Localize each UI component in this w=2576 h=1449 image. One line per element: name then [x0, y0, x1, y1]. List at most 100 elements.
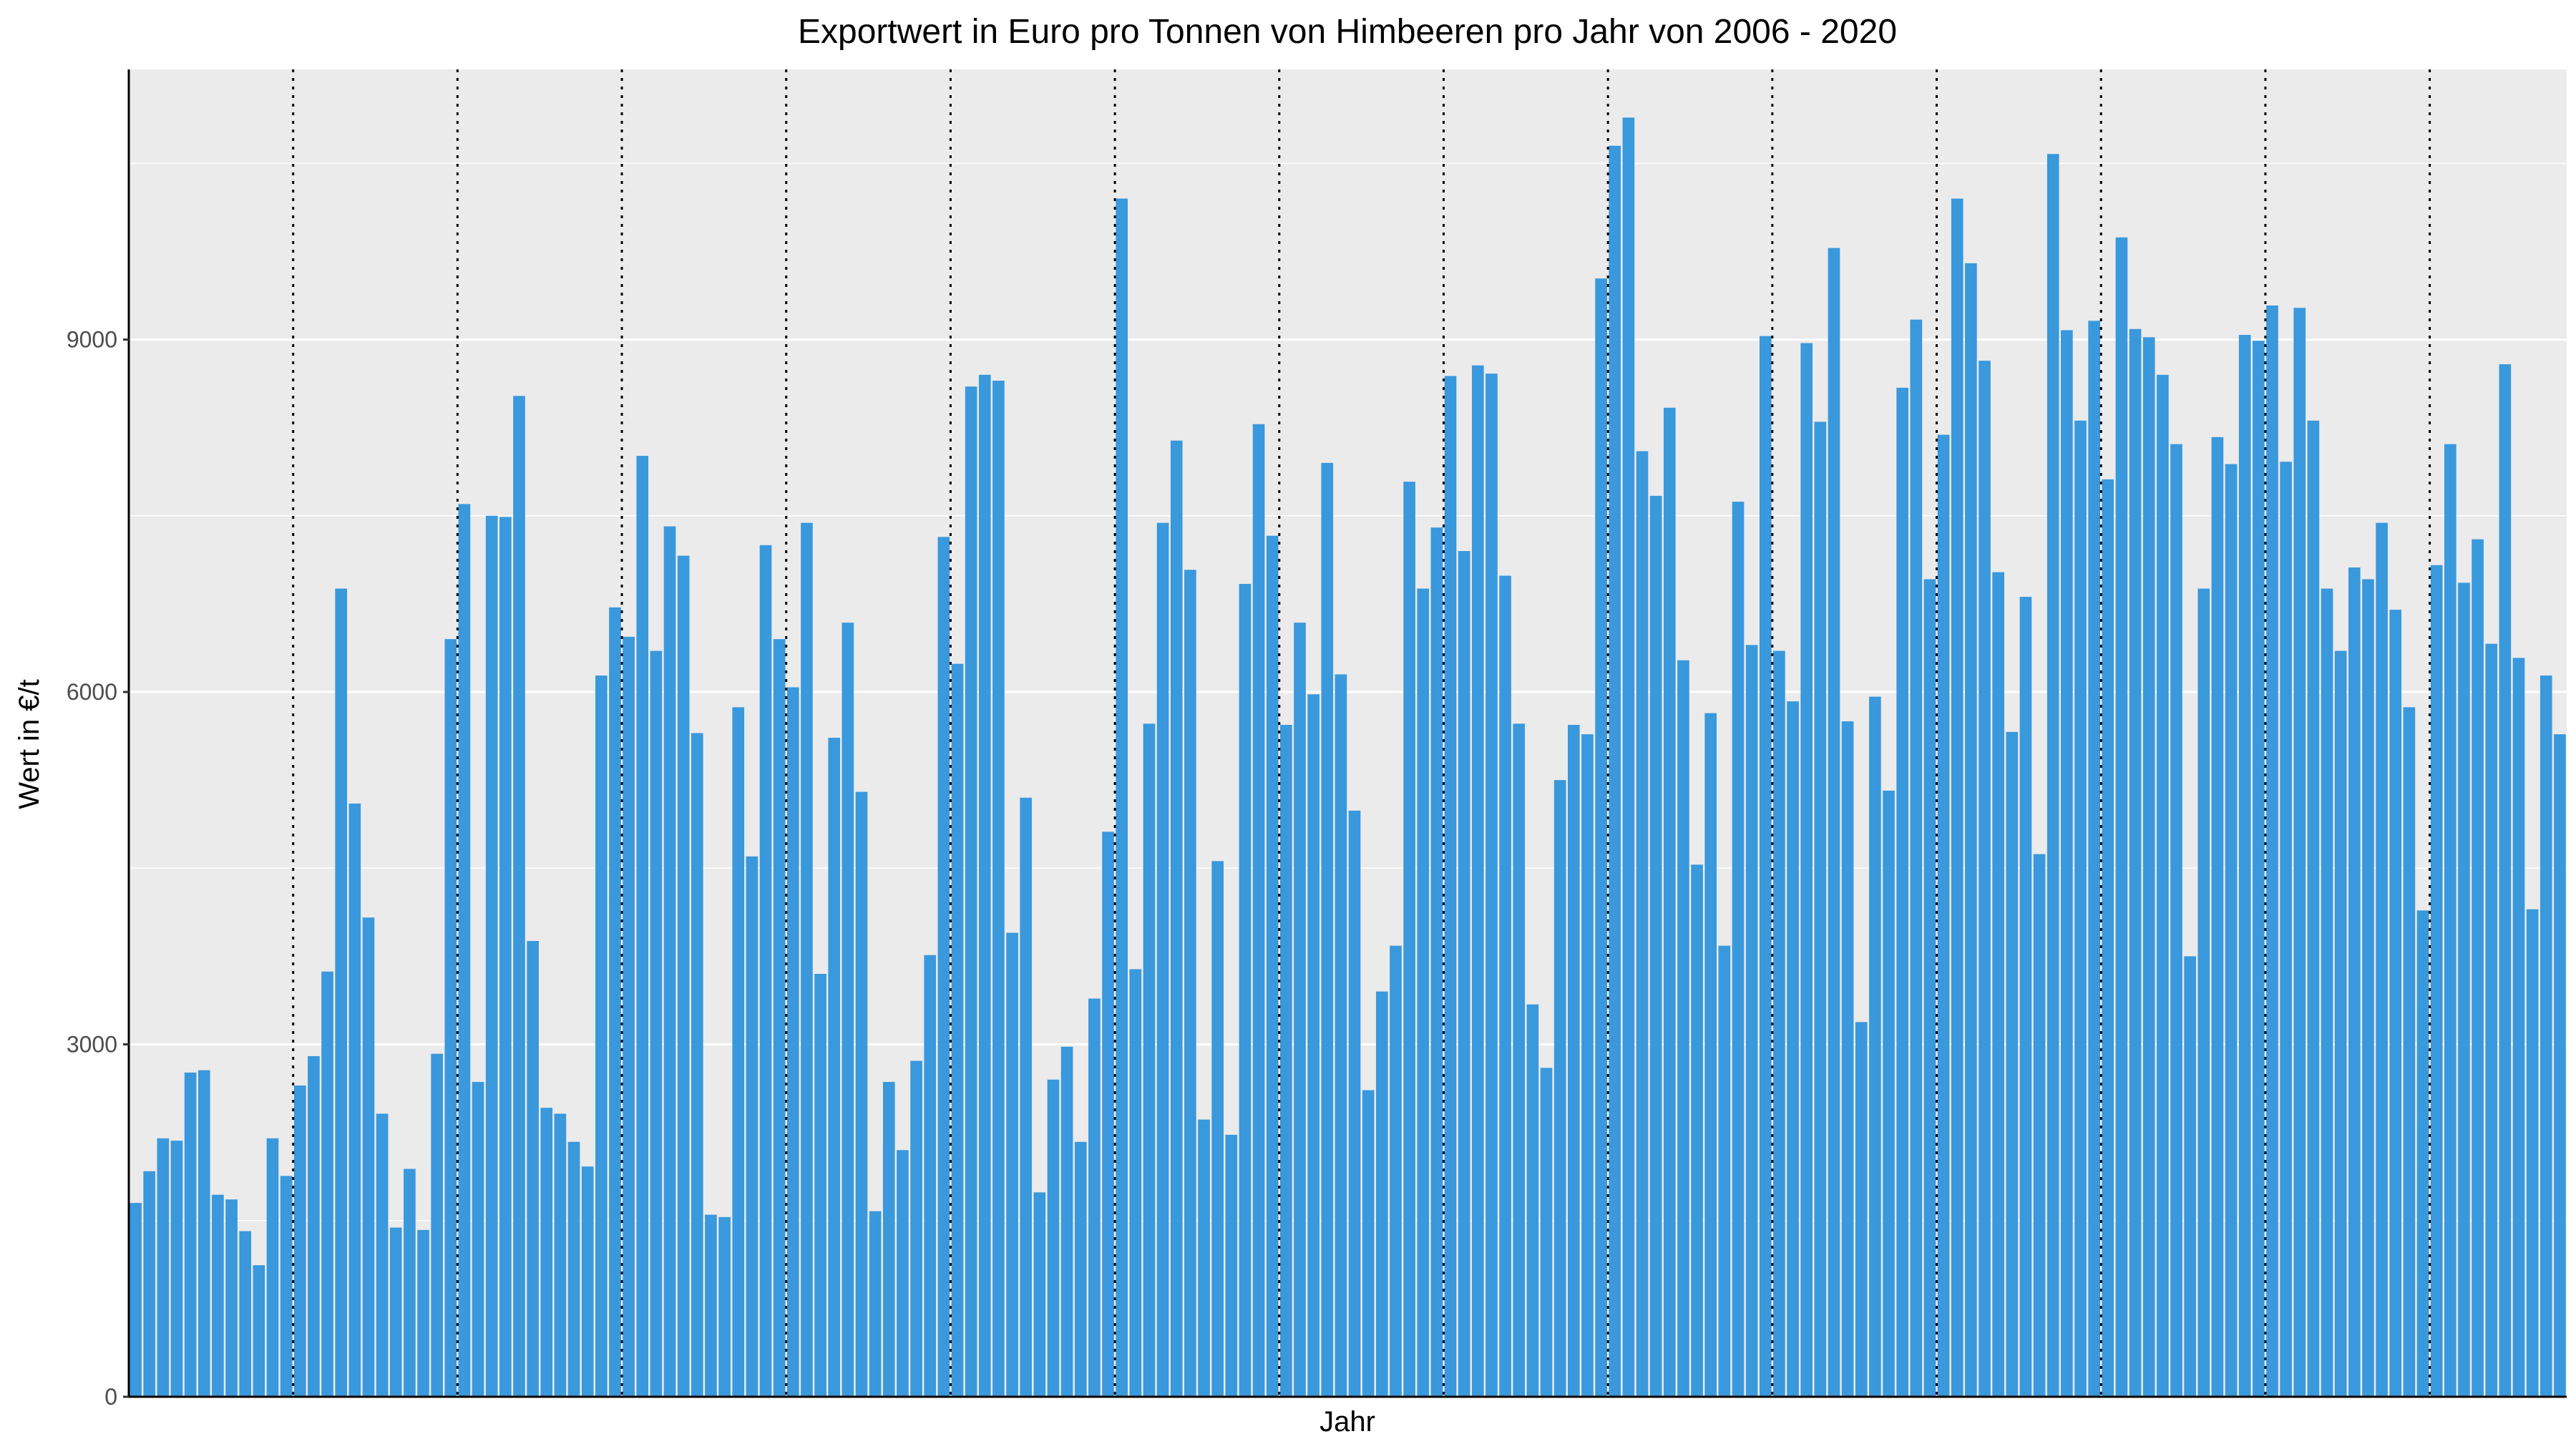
bar	[2006, 731, 2019, 1397]
bar	[897, 1150, 909, 1397]
bar	[1937, 434, 1950, 1397]
bar	[2033, 854, 2046, 1397]
bar	[2362, 579, 2374, 1397]
bar	[1170, 440, 1183, 1397]
bar	[1910, 319, 1923, 1397]
bar	[2184, 956, 2196, 1397]
bar	[2403, 707, 2416, 1397]
bar	[1609, 145, 1621, 1397]
bar	[1841, 721, 1854, 1397]
bar	[1896, 387, 1909, 1397]
bar	[1581, 734, 1594, 1397]
bar	[1951, 198, 1963, 1397]
bar	[1403, 482, 1415, 1397]
bar	[2046, 154, 2059, 1397]
bar	[2019, 597, 2032, 1397]
bar	[2074, 420, 2087, 1397]
bar	[650, 650, 663, 1397]
bar	[746, 856, 758, 1397]
bar	[1485, 374, 1498, 1397]
bar	[2472, 539, 2484, 1397]
bar	[239, 1231, 252, 1397]
bar	[444, 639, 457, 1397]
bar	[855, 791, 868, 1397]
bar	[841, 623, 854, 1397]
bar	[1568, 725, 1580, 1397]
bar	[404, 1169, 416, 1397]
bar	[293, 1085, 306, 1397]
y-axis-label: Wert in €/t	[14, 679, 45, 809]
bar	[2170, 444, 2182, 1397]
bar	[1458, 551, 1470, 1397]
bar	[992, 381, 1005, 1397]
bar	[143, 1171, 156, 1397]
bar	[527, 941, 539, 1397]
bar	[1033, 1192, 1046, 1397]
bar	[937, 537, 950, 1397]
year-separators	[292, 69, 2431, 1397]
bar	[266, 1138, 279, 1397]
bar	[882, 1082, 895, 1397]
bar	[212, 1194, 224, 1397]
bar	[376, 1113, 389, 1397]
bar	[1156, 522, 1169, 1397]
bar	[1595, 278, 1607, 1397]
bar	[1923, 579, 1936, 1397]
bar	[348, 804, 361, 1397]
bar	[1444, 376, 1457, 1397]
bar	[2526, 909, 2539, 1397]
bar	[1006, 932, 1018, 1397]
bar	[1526, 1004, 1539, 1397]
bar	[1417, 588, 1430, 1397]
bar	[2115, 237, 2128, 1397]
bar	[581, 1166, 594, 1397]
bar	[1499, 575, 1511, 1397]
bar	[1800, 343, 1813, 1397]
bar	[2348, 567, 2361, 1397]
bar	[567, 1141, 580, 1397]
bar	[1088, 998, 1101, 1397]
bar	[718, 1216, 731, 1397]
bar	[1184, 570, 1196, 1397]
bar	[540, 1108, 553, 1397]
bar	[1965, 263, 1977, 1397]
bar	[280, 1176, 293, 1397]
bar	[677, 555, 690, 1397]
x-axis-label: Jahr	[1319, 1406, 1375, 1438]
bar	[2499, 364, 2512, 1397]
y-tick-label: 3000	[67, 1032, 117, 1058]
bar	[458, 504, 471, 1397]
bar	[362, 917, 375, 1397]
bar	[1773, 650, 1785, 1397]
bar	[253, 1265, 265, 1397]
bar	[2061, 330, 2073, 1397]
bar	[2540, 675, 2552, 1397]
bar	[1239, 584, 1252, 1397]
bar	[1390, 945, 1402, 1397]
bar	[1814, 421, 1827, 1397]
bar	[472, 1082, 484, 1397]
bar	[1704, 713, 1717, 1397]
bar	[1472, 365, 1484, 1397]
bar	[2197, 588, 2210, 1397]
bar	[1307, 694, 1319, 1397]
bar	[1677, 660, 1689, 1397]
bar	[2458, 582, 2470, 1397]
bar	[1636, 451, 1649, 1397]
bar	[2389, 610, 2402, 1397]
bar	[1102, 831, 1114, 1397]
bar	[691, 733, 703, 1397]
bar	[951, 663, 964, 1397]
bar	[1280, 725, 1292, 1397]
bar	[1745, 645, 1758, 1397]
bar	[2225, 464, 2238, 1397]
bar	[1787, 701, 1799, 1397]
bar	[978, 374, 991, 1397]
bar	[2485, 643, 2498, 1397]
bar	[2266, 305, 2278, 1397]
bar	[1513, 723, 1526, 1397]
bar	[623, 636, 635, 1397]
bar	[2129, 328, 2142, 1397]
bar	[1362, 1090, 1375, 1397]
